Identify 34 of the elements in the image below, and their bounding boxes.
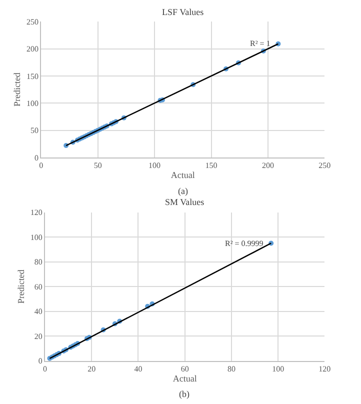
y-tick-label: 0 xyxy=(38,356,42,366)
x-tick-label: 50 xyxy=(94,161,102,170)
x-tick-label: 200 xyxy=(262,161,274,170)
y-tick-label: 100 xyxy=(30,232,42,242)
annotation: R² = 0.9999 xyxy=(225,239,264,248)
y-tick-label: 200 xyxy=(26,44,39,54)
chart-title: SM Values xyxy=(165,197,205,207)
text: (b) xyxy=(179,389,190,399)
x-axis-title: Actual xyxy=(170,170,196,180)
x-tick-label: 20 xyxy=(88,364,96,374)
y-tick-label: 50 xyxy=(30,126,39,136)
x-tick-label: 250 xyxy=(318,161,331,170)
annotation: R² = 1 xyxy=(250,39,270,48)
x-tick-label: 80 xyxy=(227,364,236,374)
chart-title: LSF Values xyxy=(162,7,204,17)
x-tick-label: 40 xyxy=(134,364,142,374)
x-tick-label: 150 xyxy=(205,161,218,170)
y-tick-label: 250 xyxy=(26,17,39,26)
x-tick-label: 100 xyxy=(148,161,161,170)
y-tick-label: 150 xyxy=(26,72,39,81)
x-tick-label: 100 xyxy=(272,364,284,374)
y-tick-label: 120 xyxy=(30,208,42,218)
y-tick-label: 0 xyxy=(34,153,39,162)
x-axis-title: Actual xyxy=(172,373,198,384)
y-tick-label: 40 xyxy=(34,307,42,316)
y-tick-label: 100 xyxy=(26,98,39,108)
text: (a) xyxy=(178,186,188,196)
y-tick-label: 80 xyxy=(34,258,42,267)
x-tick-label: 120 xyxy=(318,364,331,374)
y-axis-title: Predicted xyxy=(16,269,26,304)
y-tick-label: 20 xyxy=(34,332,42,341)
y-axis-title: Predicted xyxy=(12,72,22,107)
y-tick-label: 60 xyxy=(34,282,42,292)
x-tick-label: 60 xyxy=(180,364,189,374)
